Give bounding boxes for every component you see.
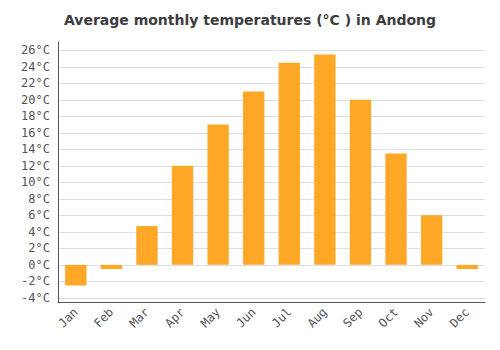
svg-text:May: May	[198, 305, 223, 330]
svg-text:Nov: Nov	[411, 305, 436, 330]
svg-text:-2°C: -2°C	[21, 274, 50, 288]
svg-text:Feb: Feb	[91, 305, 116, 330]
svg-text:26°C: 26°C	[21, 43, 50, 57]
svg-text:0°C: 0°C	[28, 258, 50, 272]
svg-text:6°C: 6°C	[28, 208, 50, 222]
svg-text:Sep: Sep	[340, 305, 365, 330]
svg-text:18°C: 18°C	[21, 109, 50, 123]
svg-text:8°C: 8°C	[28, 192, 50, 206]
svg-text:16°C: 16°C	[21, 126, 50, 140]
svg-text:10°C: 10°C	[21, 175, 50, 189]
svg-text:Aug: Aug	[305, 305, 330, 330]
svg-text:Apr: Apr	[162, 305, 187, 330]
svg-text:14°C: 14°C	[21, 142, 50, 156]
svg-text:Dec: Dec	[447, 305, 472, 330]
svg-text:Mar: Mar	[127, 305, 152, 330]
svg-text:24°C: 24°C	[21, 60, 50, 74]
svg-text:2°C: 2°C	[28, 241, 50, 255]
svg-text:Jul: Jul	[269, 305, 294, 330]
svg-text:-4°C: -4°C	[21, 291, 50, 305]
svg-text:Jun: Jun	[233, 305, 258, 330]
svg-text:12°C: 12°C	[21, 159, 50, 173]
svg-text:Oct: Oct	[376, 305, 401, 330]
svg-text:20°C: 20°C	[21, 93, 50, 107]
svg-text:22°C: 22°C	[21, 76, 50, 90]
svg-text:Average monthly temperatures (: Average monthly temperatures (°C ) in An…	[64, 12, 436, 28]
svg-text:Jan: Jan	[56, 305, 81, 330]
svg-text:4°C: 4°C	[28, 225, 50, 239]
